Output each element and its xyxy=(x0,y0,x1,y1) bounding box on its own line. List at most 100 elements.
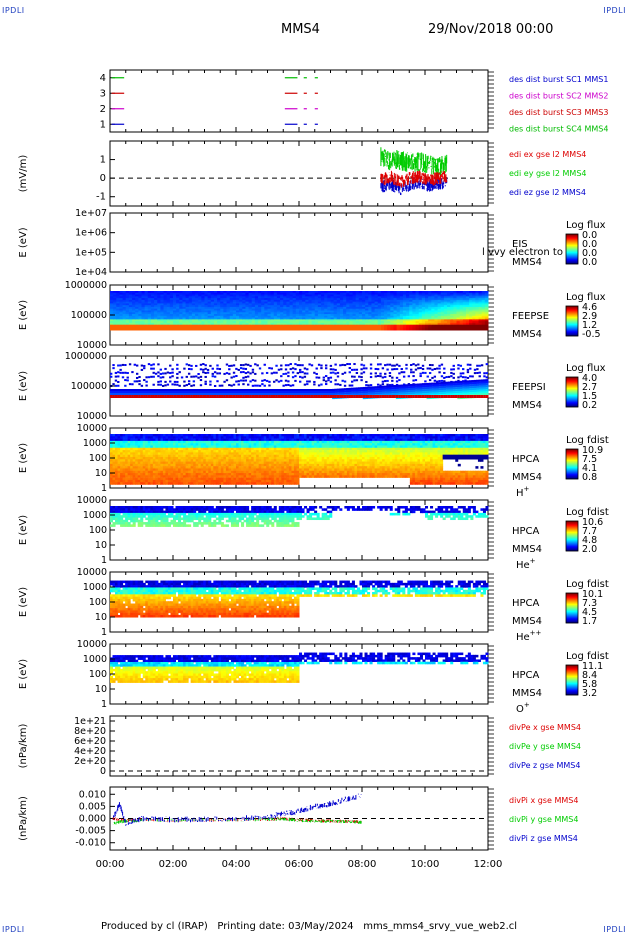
feepsi-cell xyxy=(199,395,203,398)
feepsi-cell xyxy=(414,393,418,396)
feepse-cell xyxy=(343,328,347,331)
feepsi-cell xyxy=(421,383,425,386)
feepse-cell xyxy=(110,294,114,297)
feepsi-cell xyxy=(249,393,253,396)
feepse-cell xyxy=(245,301,250,304)
feepse-cell xyxy=(173,303,177,306)
feepse-cell xyxy=(453,299,457,303)
feepsi-cell xyxy=(152,383,155,386)
feepse-cell xyxy=(295,303,300,306)
feepse-cell xyxy=(276,310,281,313)
feepse-cell xyxy=(371,328,376,331)
feepsi-cell xyxy=(395,386,399,390)
feepse-cell xyxy=(122,322,127,326)
feepse-cell xyxy=(147,296,152,299)
feepsi-cell xyxy=(391,364,394,367)
feepsi-cell xyxy=(414,389,418,392)
feepse-cell xyxy=(336,305,341,308)
feepse-cell xyxy=(456,319,461,322)
feepsi-cell xyxy=(315,391,319,394)
feepse-cell xyxy=(362,322,366,326)
feepsi-cell xyxy=(450,385,454,388)
feepsi-cell xyxy=(135,372,139,375)
feepse-cell xyxy=(406,308,410,311)
feepse-cell xyxy=(138,322,142,326)
feepsi-cell xyxy=(384,393,387,396)
feepse-cell xyxy=(150,301,155,304)
feepse-cell xyxy=(384,314,388,317)
feepse-cell xyxy=(440,299,445,303)
feepse-cell xyxy=(317,306,322,310)
feepsi-cell xyxy=(332,395,335,398)
feepsi-cell xyxy=(232,383,236,386)
feepsi-cell xyxy=(369,392,373,395)
feepse-cell xyxy=(242,301,246,304)
feepse-cell xyxy=(352,294,357,297)
feepse-cell xyxy=(295,294,300,297)
feepse-cell xyxy=(399,319,404,322)
feepse-cell xyxy=(377,319,382,322)
feepse-cell xyxy=(201,319,205,322)
feepse-cell xyxy=(295,328,300,331)
feepse-cell xyxy=(402,315,407,319)
feepse-cell xyxy=(399,305,404,308)
feepse-cell xyxy=(421,292,426,296)
feepse-cell xyxy=(169,294,174,297)
feepse-cell xyxy=(150,319,155,322)
feepsi-cell xyxy=(242,364,245,367)
feepsi-cell xyxy=(450,368,453,371)
feepsi-cell xyxy=(410,371,413,374)
feepsi-cell xyxy=(402,386,406,389)
feepse-cell xyxy=(147,326,152,329)
feepse-cell xyxy=(343,299,347,303)
feepsi-cell xyxy=(291,393,295,396)
feepsi-cell xyxy=(256,384,259,387)
feepse-cell xyxy=(261,294,265,297)
feepse-cell xyxy=(469,310,473,313)
feepse-cell xyxy=(478,298,483,301)
feepse-cell xyxy=(412,298,417,301)
feepse-cell xyxy=(119,312,124,315)
feepsi-cell xyxy=(329,391,333,394)
feepse-cell xyxy=(144,308,149,311)
feepse-cell xyxy=(380,305,385,308)
feepsi-cell xyxy=(428,388,432,391)
feepse-cell xyxy=(116,292,120,296)
feepse-cell xyxy=(380,321,385,324)
feepsi-cell xyxy=(133,389,137,392)
feepsi-cell xyxy=(232,395,236,398)
feepse-cell xyxy=(276,315,281,319)
feepse-cell xyxy=(176,296,180,299)
feepse-cell xyxy=(321,298,325,301)
feepse-cell xyxy=(384,322,388,326)
feepsi-cell xyxy=(140,368,144,371)
feepse-cell xyxy=(119,299,124,303)
feepse-cell xyxy=(185,314,190,317)
feepse-cell xyxy=(258,321,262,324)
feepse-cell xyxy=(147,310,152,313)
feepse-cell xyxy=(154,291,158,294)
feepsi-cell xyxy=(117,364,120,367)
feepse-cell xyxy=(292,299,297,303)
feepse-cell xyxy=(362,321,366,324)
feepsi-cell xyxy=(438,371,441,374)
feepse-cell xyxy=(456,292,461,296)
feepse-cell xyxy=(188,292,193,296)
feepse-cell xyxy=(210,306,215,310)
feepse-cell xyxy=(475,321,480,324)
feepse-cell xyxy=(472,312,476,315)
feepse-cell xyxy=(201,303,205,306)
feepse-cell xyxy=(289,315,294,319)
feepse-cell xyxy=(321,308,325,311)
feepse-cell xyxy=(157,294,161,297)
feepse-cell xyxy=(453,321,457,324)
feepse-cell xyxy=(286,294,291,297)
feepsi-cell xyxy=(277,393,281,396)
feepse-colorbar-step xyxy=(566,313,578,315)
feepse-cell xyxy=(434,292,439,296)
feepsi-cell xyxy=(452,393,456,396)
feepse-cell xyxy=(349,317,354,320)
feepse-cell xyxy=(292,308,297,311)
feepse-cell xyxy=(198,298,202,301)
feepsi-cell xyxy=(428,390,432,393)
